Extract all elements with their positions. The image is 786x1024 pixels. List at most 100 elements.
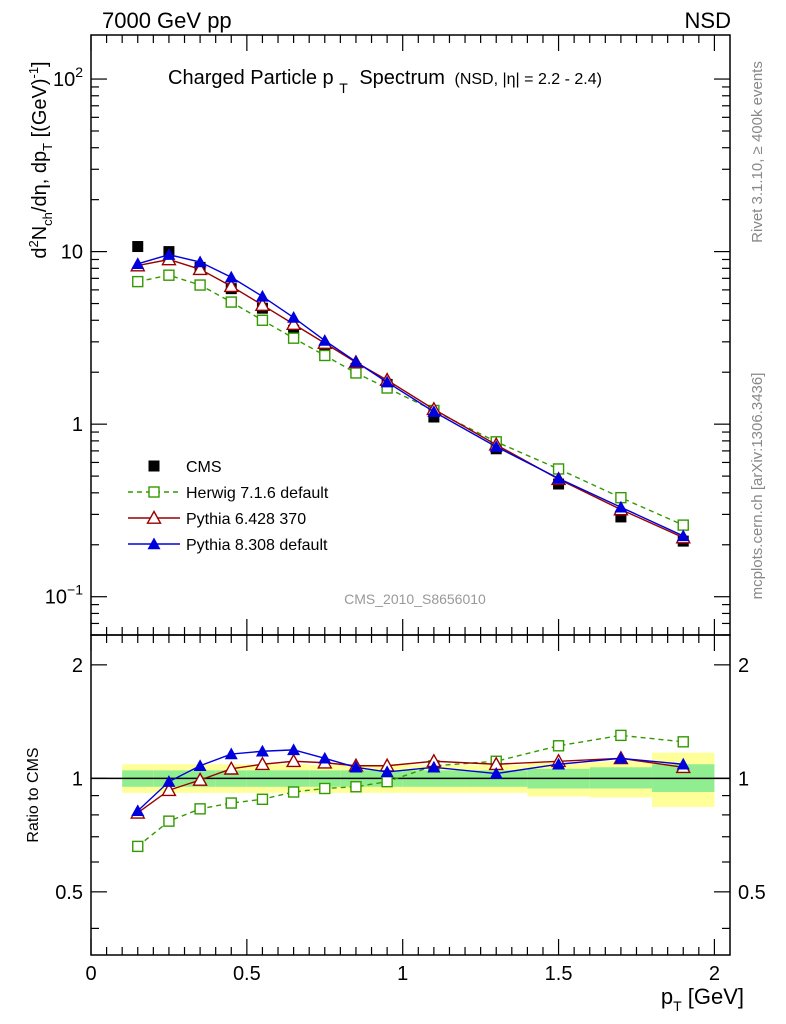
main-y-tick-label: 102 xyxy=(53,64,83,91)
chart-title-main: Charged Particle p xyxy=(168,67,334,89)
ratio-point-pythia-8-308-default xyxy=(318,751,332,764)
ratio-point-pythia-8-308-default xyxy=(552,757,566,770)
ratio-point-pythia-6-428-370 xyxy=(192,772,208,786)
ratio-point-herwig-7-1-6-default xyxy=(225,797,237,809)
ratio-point-herwig-7-1-6-default xyxy=(552,740,565,752)
main-point-herwig-7-1-6-default xyxy=(194,279,206,291)
main-point-cms xyxy=(288,324,300,336)
main-point-pythia-8-308-default xyxy=(318,334,332,346)
main-point-cms xyxy=(615,511,627,523)
ratio-line-pythia-6-428-370 xyxy=(137,757,684,814)
main-point-pythia-8-308-default xyxy=(552,471,566,484)
legend-marker-pythia-6-428-370 xyxy=(146,510,162,524)
ratio-point-herwig-7-1-6-default xyxy=(132,840,144,853)
main-point-pythia-8-308-default xyxy=(131,257,145,269)
main-point-pythia-8-308-default xyxy=(380,375,394,388)
ratio-series-group xyxy=(130,729,691,853)
legend: CMS Herwig 7.1.6 default Pythia 6.428 370 P… xyxy=(128,459,329,554)
ratio-point-pythia-6-428-370 xyxy=(223,760,239,775)
ratio-point-pythia-8-308-default xyxy=(676,757,690,770)
ratio-line-pythia-8-308-default xyxy=(137,749,684,812)
x-tick-label: 0 xyxy=(85,963,96,985)
main-point-herwig-7-1-6-default xyxy=(225,296,237,308)
chart-title-main2: Spectrum xyxy=(359,67,445,89)
ratio-point-pythia-8-308-default xyxy=(380,765,394,778)
mcplots-label: mcplots.cern.ch [arXiv:1306.3436] xyxy=(749,373,766,600)
x-tick-label: 1 xyxy=(397,963,408,985)
main-y-tick-label: 1 xyxy=(72,414,83,436)
ratio-y-tick-label: 1 xyxy=(72,768,83,790)
main-line-herwig-7-1-6-default xyxy=(137,274,684,526)
main-point-cms xyxy=(132,241,144,253)
ratio-point-pythia-8-308-default xyxy=(614,751,628,764)
x-tick-label: 2 xyxy=(709,963,720,985)
main-point-pythia-8-308-default xyxy=(349,355,363,367)
ratio-point-pythia-8-308-default xyxy=(427,760,441,773)
main-point-pythia-8-308-default xyxy=(193,255,207,268)
main-point-pythia-6-428-370 xyxy=(192,261,208,276)
main-point-cms xyxy=(319,344,331,356)
ratio-point-herwig-7-1-6-default xyxy=(350,781,362,793)
chart-title-extra: (NSD, |η| = 2.2 - 2.4) xyxy=(455,71,602,88)
main-y-tick-label: 10−1 xyxy=(45,582,83,609)
main-point-pythia-6-428-370 xyxy=(223,278,239,293)
main-axes: 10−1 1 10 102 xyxy=(45,35,730,636)
legend-label-herwig-7-1-6-default: Herwig 7.1.6 default xyxy=(186,485,329,502)
main-point-herwig-7-1-6-default xyxy=(132,275,144,288)
main-point-pythia-8-308-default xyxy=(287,311,301,323)
ratio-point-herwig-7-1-6-default xyxy=(319,782,331,795)
ratio-y-tick-label: 0.5 xyxy=(55,882,83,904)
ratio-point-pythia-8-308-default xyxy=(224,747,238,760)
main-point-cms xyxy=(428,411,440,423)
ratio-point-pythia-8-308-default xyxy=(193,759,207,771)
main-point-pythia-8-308-default xyxy=(489,440,503,452)
ratio-point-pythia-8-308-default xyxy=(489,767,503,779)
main-y-tick-label: 10 xyxy=(61,242,83,264)
ratio-point-pythia-6-428-370 xyxy=(254,756,271,771)
main-point-herwig-7-1-6-default xyxy=(163,269,175,281)
main-y-axis-label: d2Nch/dη, dpT [(GeV)-1] xyxy=(26,61,55,258)
rivet-version-label: Rivet 3.1.10, ≥ 400k events xyxy=(749,61,766,243)
main-point-herwig-7-1-6-default xyxy=(287,332,300,344)
legend-label-cms: CMS xyxy=(186,459,222,476)
ratio-y-axis-label: Ratio to CMS xyxy=(25,747,42,842)
ratio-point-herwig-7-1-6-default xyxy=(194,803,206,815)
analysis-watermark: CMS_2010_S8656010 xyxy=(344,591,486,607)
main-point-pythia-8-308-default xyxy=(427,405,441,417)
ratio-point-pythia-6-428-370 xyxy=(285,753,302,768)
x-tick-label: 1.5 xyxy=(545,963,573,985)
ratio-point-herwig-7-1-6-default xyxy=(615,729,627,742)
ratio-y-tick-label: 2 xyxy=(72,655,83,677)
chart-title: Charged Particle p T Spectrum (NSD, |η| … xyxy=(168,67,602,98)
chart-title-sub: T xyxy=(339,80,348,96)
main-line-pythia-8-308-default xyxy=(137,253,684,537)
main-point-herwig-7-1-6-default xyxy=(350,367,362,379)
main-point-herwig-7-1-6-default xyxy=(256,314,269,326)
ratio-point-pythia-8-308-default xyxy=(255,744,269,757)
ratio-point-pythia-8-308-default xyxy=(349,760,363,773)
ratio-axes: 0.5 0.5 1 1 2 2 0 0.5 1 1.5 2 xyxy=(55,635,766,985)
header-left-label: 7000 GeV pp xyxy=(102,8,232,33)
ratio-point-herwig-7-1-6-default xyxy=(256,793,269,805)
main-point-herwig-7-1-6-default xyxy=(677,519,689,531)
main-series-group xyxy=(130,241,691,547)
ratio-point-herwig-7-1-6-default xyxy=(163,815,175,827)
main-point-pythia-6-428-370 xyxy=(285,316,302,331)
ratio-y-tick-label-right: 1 xyxy=(738,768,749,790)
ratio-y-tick-label-right: 0.5 xyxy=(738,882,766,904)
x-tick-label: 0.5 xyxy=(233,963,261,985)
main-point-pythia-8-308-default xyxy=(676,529,690,542)
legend-marker-cms xyxy=(148,460,160,472)
ratio-point-pythia-8-308-default xyxy=(287,743,301,756)
ratio-point-herwig-7-1-6-default xyxy=(381,775,393,788)
main-point-pythia-8-308-default xyxy=(162,248,176,260)
main-point-pythia-8-308-default xyxy=(614,500,628,513)
legend-label-pythia-6-428-370: Pythia 6.428 370 xyxy=(186,511,306,528)
main-point-pythia-8-308-default xyxy=(224,270,238,283)
ratio-panel-frame xyxy=(90,634,731,956)
ratio-point-pythia-8-308-default xyxy=(131,804,145,817)
header-right-label: NSD xyxy=(685,8,731,33)
ratio-point-pythia-6-428-370 xyxy=(161,782,177,797)
ratio-point-herwig-7-1-6-default xyxy=(677,736,689,748)
